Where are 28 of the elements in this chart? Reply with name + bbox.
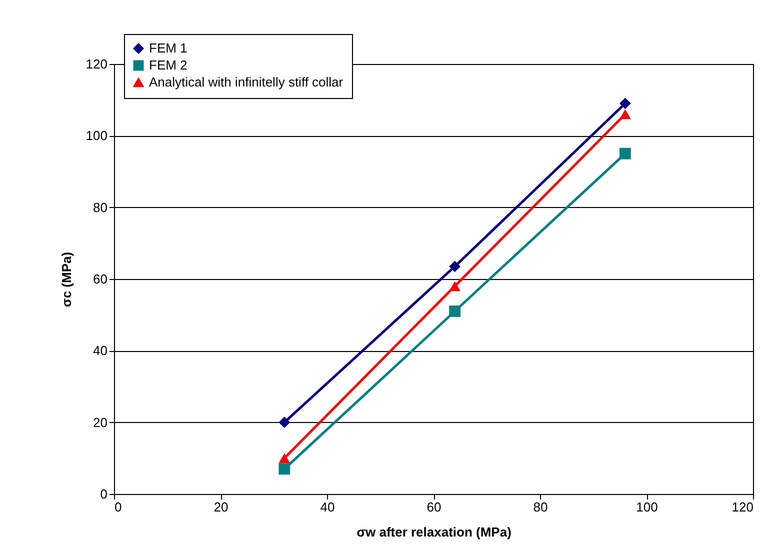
legend-label: FEM 1	[149, 40, 188, 56]
y-tick-label: 80	[93, 200, 108, 215]
y-tick-label: 0	[100, 486, 108, 502]
point	[620, 109, 631, 120]
point	[278, 453, 290, 464]
legend-label: FEM 2	[149, 58, 188, 72]
x-tick-label: 80	[533, 500, 548, 514]
legend-label: Analytical with infinitelly stiff collar	[149, 74, 344, 90]
point	[620, 98, 631, 110]
x-tick-label: 120	[732, 500, 754, 514]
y-tick-label: 100	[86, 128, 108, 144]
point	[278, 416, 290, 428]
x-tick-label: 60	[426, 500, 442, 514]
x-axis-title: σw after relaxation (MPa)	[356, 524, 512, 540]
point	[449, 260, 460, 272]
y-tick-label: 60	[93, 272, 108, 286]
y-tick-label: 20	[93, 414, 108, 430]
x-tick-label: 40	[320, 500, 335, 514]
point	[620, 148, 631, 160]
y-axis-title: σc (MPa)	[58, 252, 74, 308]
x-tick-label: 0	[114, 500, 122, 514]
y-tick-label: 120	[86, 56, 108, 72]
point	[449, 281, 460, 292]
y-tick-label: 40	[93, 343, 108, 358]
x-tick-label: 20	[214, 500, 228, 514]
point	[278, 463, 290, 475]
x-tick-label: 100	[636, 500, 658, 514]
point	[449, 306, 460, 317]
